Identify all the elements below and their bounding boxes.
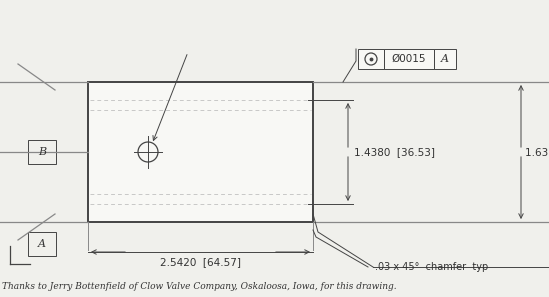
Bar [28,140,56,164]
Bar [384,49,434,69]
Text: A: A [441,54,449,64]
Text: .03 x 45°  chamfer  typ: .03 x 45° chamfer typ [375,262,488,272]
Bar [434,49,456,69]
Text: B: B [38,147,46,157]
Text: 2.5420  [64.57]: 2.5420 [64.57] [160,257,241,267]
Bar [88,82,313,222]
Text: A: A [38,239,46,249]
Bar [88,82,313,222]
Text: Thanks to Jerry Bottenfield of Clow Valve Company, Oskaloosa, Iowa, for this dra: Thanks to Jerry Bottenfield of Clow Valv… [2,282,396,291]
Bar [358,49,384,69]
Text: Ø0015: Ø0015 [392,54,426,64]
Text: 1.6370  [4: 1.6370 [4 [525,147,549,157]
Bar [28,232,56,256]
Text: 1.4380  [36.53]: 1.4380 [36.53] [354,147,435,157]
